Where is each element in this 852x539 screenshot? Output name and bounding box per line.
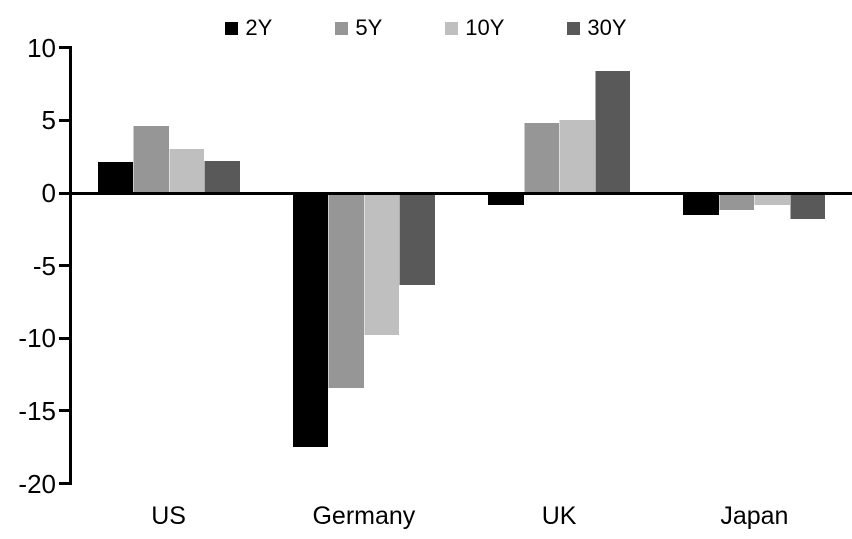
bar-30y-us (204, 161, 240, 193)
bar-10y-us (168, 149, 205, 193)
legend-label: 30Y (587, 15, 627, 40)
bar-5y-uk (523, 123, 560, 193)
bar-10y-japan (754, 193, 790, 205)
bar-30y-japan (789, 193, 826, 220)
bar-5y-us (133, 126, 169, 193)
legend-label: 5Y (355, 15, 383, 40)
y-tick-label: -15 (18, 395, 56, 426)
category-label-germany: Germany (312, 502, 416, 530)
bar-10y-germany (363, 193, 400, 336)
y-tick-mark (58, 46, 69, 50)
y-tick-mark (58, 482, 69, 486)
y-tick-mark (58, 264, 69, 268)
y-tick-label: -5 (32, 250, 56, 281)
bar-5y-germany (328, 193, 364, 388)
y-tick-label: 5 (41, 105, 56, 136)
legend-item-5y: 5Y (335, 15, 382, 41)
bar-30y-uk (594, 70, 631, 193)
y-tick-label: -20 (18, 468, 56, 499)
y-tick-label: 0 (41, 178, 56, 208)
category-label-japan: Japan (720, 502, 789, 530)
bar-2y-japan (683, 193, 719, 215)
bar-30y-germany (399, 193, 435, 285)
y-tick-mark (58, 409, 69, 413)
bar-5y-japan (718, 193, 755, 211)
legend-swatch-2y (225, 21, 239, 35)
y-tick-mark (58, 191, 69, 195)
bar-2y-germany (292, 193, 329, 448)
y-tick-label: -10 (18, 323, 56, 354)
y-tick-mark (58, 336, 69, 340)
legend-label: 2Y (245, 15, 273, 40)
category-label-uk: UK (541, 502, 577, 530)
y-tick-label: 10 (27, 32, 56, 63)
bar-2y-uk (488, 193, 524, 205)
legend-label: 10Y (465, 15, 505, 40)
zero-axis-line (71, 191, 852, 195)
legend: 2Y 5Y 10Y 30Y (0, 14, 852, 42)
legend-swatch-5y (335, 21, 349, 35)
bar-10y-uk (559, 120, 595, 193)
legend-swatch-10y (445, 21, 459, 35)
category-label-us: US (151, 502, 186, 530)
legend-item-10y: 10Y (445, 15, 504, 41)
y-tick-mark (58, 118, 69, 122)
y-axis-line (68, 46, 72, 486)
bar-2y-us (97, 162, 134, 193)
legend-item-2y: 2Y (225, 15, 272, 41)
legend-swatch-30y (567, 21, 581, 35)
legend-item-30y: 30Y (567, 15, 627, 41)
